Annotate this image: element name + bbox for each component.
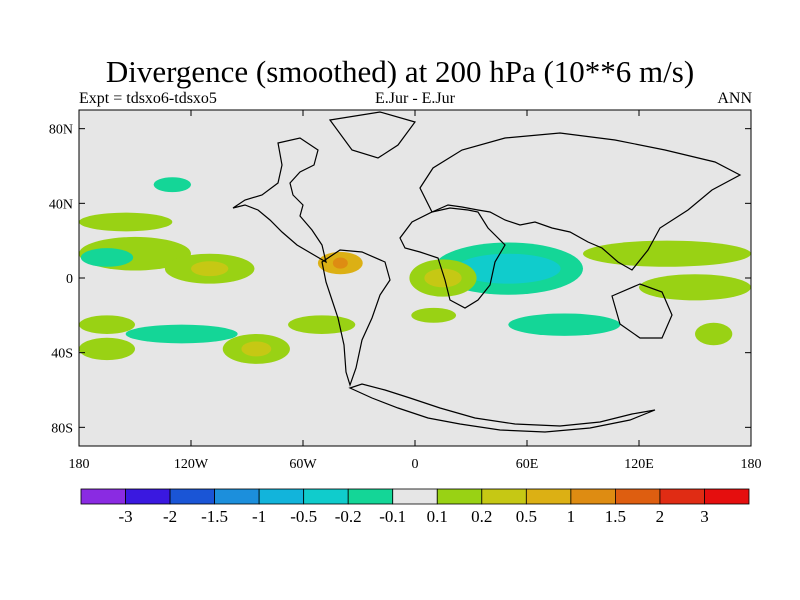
x-axis: 180 120W 60W 0 60E 120E 180 <box>69 110 762 472</box>
divergence-field <box>79 177 751 364</box>
colorbar-label: 0.2 <box>471 507 492 526</box>
colorbar-label: -0.1 <box>379 507 406 526</box>
colorbar-label: -2 <box>163 507 177 526</box>
colorbar-swatch <box>303 488 349 505</box>
colorbar-label: 0.5 <box>516 507 537 526</box>
divergence-region <box>79 212 173 232</box>
coast-eurasia <box>419 132 742 271</box>
divergence-region <box>125 324 238 344</box>
divergence-region <box>583 240 751 267</box>
coast-australia <box>611 283 673 339</box>
season-label: ANN <box>717 90 752 107</box>
x-tick-label: 180 <box>69 457 90 472</box>
divergence-region <box>79 337 135 361</box>
y-tick-label: 80S <box>51 421 73 436</box>
experiment-label: Expt = tdsxo6-tdsxo5 <box>79 90 217 107</box>
colorbar-label: -1.5 <box>201 507 228 526</box>
divergence-region <box>456 253 561 284</box>
colorbar-swatch <box>659 488 705 505</box>
coastlines <box>232 111 742 433</box>
y-tick-label: 40S <box>51 347 73 362</box>
chart-title: Divergence (smoothed) at 200 hPa (10**6 … <box>105 54 695 89</box>
x-tick-label: 120E <box>624 457 654 472</box>
colorbar-label: -3 <box>118 507 132 526</box>
divergence-region <box>79 315 135 334</box>
coast-africa <box>399 207 506 309</box>
colorbar-swatch <box>570 488 616 505</box>
y-tick-label: 0 <box>66 272 73 287</box>
y-tick-label: 80N <box>49 123 73 138</box>
colorbar-swatch <box>525 488 572 505</box>
colorbar-label: -0.5 <box>290 507 317 526</box>
colorbar: -3 -2 -1.5 -1 -0.5 -0.2 -0.1 0.1 0.2 0.5 1 1.5 2 3 <box>80 488 750 526</box>
coast-north-america <box>232 137 327 264</box>
colorbar-label: 3 <box>700 507 709 526</box>
colorbar-label: -1 <box>252 507 266 526</box>
colorbar-label: -0.2 <box>335 507 362 526</box>
x-tick-label: 180 <box>741 457 762 472</box>
y-axis: 80N 40N 0 40S 80S <box>49 123 751 436</box>
divergence-region <box>411 307 457 323</box>
divergence-region <box>695 322 733 346</box>
divergence-region <box>424 268 462 288</box>
colorbar-swatch <box>347 488 394 505</box>
x-tick-label: 120W <box>174 457 209 472</box>
colorbar-swatch <box>214 488 260 505</box>
divergence-region <box>288 315 356 334</box>
divergence-region <box>241 341 272 357</box>
colorbar-swatch <box>615 488 661 505</box>
divergence-region <box>332 257 348 269</box>
colorbar-swatch <box>169 488 215 505</box>
colorbar-label: 1 <box>567 507 576 526</box>
divergence-region <box>153 177 191 193</box>
x-tick-label: 60E <box>516 457 539 472</box>
x-tick-label: 0 <box>412 457 419 472</box>
colorbar-swatch <box>125 488 171 505</box>
colorbar-label: 2 <box>656 507 665 526</box>
colorbar-label: 1.5 <box>605 507 626 526</box>
coast-antarctica <box>348 383 656 433</box>
colorbar-swatch <box>704 488 750 505</box>
divergence-region <box>508 313 621 336</box>
divergence-region <box>80 248 134 267</box>
divergence-region <box>191 261 229 277</box>
colorbar-swatch <box>436 488 483 505</box>
colorbar-swatch <box>481 488 527 505</box>
colorbar-swatch <box>258 488 305 505</box>
case-label: E.Jur - E.Jur <box>375 90 455 107</box>
coast-south-america <box>321 249 391 387</box>
colorbar-swatch <box>80 488 126 505</box>
coast-greenland <box>328 111 416 159</box>
colorbar-swatch <box>392 488 438 505</box>
divergence-region <box>639 274 751 301</box>
colorbar-label: 0.1 <box>427 507 448 526</box>
y-tick-label: 40N <box>49 197 73 212</box>
x-tick-label: 60W <box>289 457 317 472</box>
